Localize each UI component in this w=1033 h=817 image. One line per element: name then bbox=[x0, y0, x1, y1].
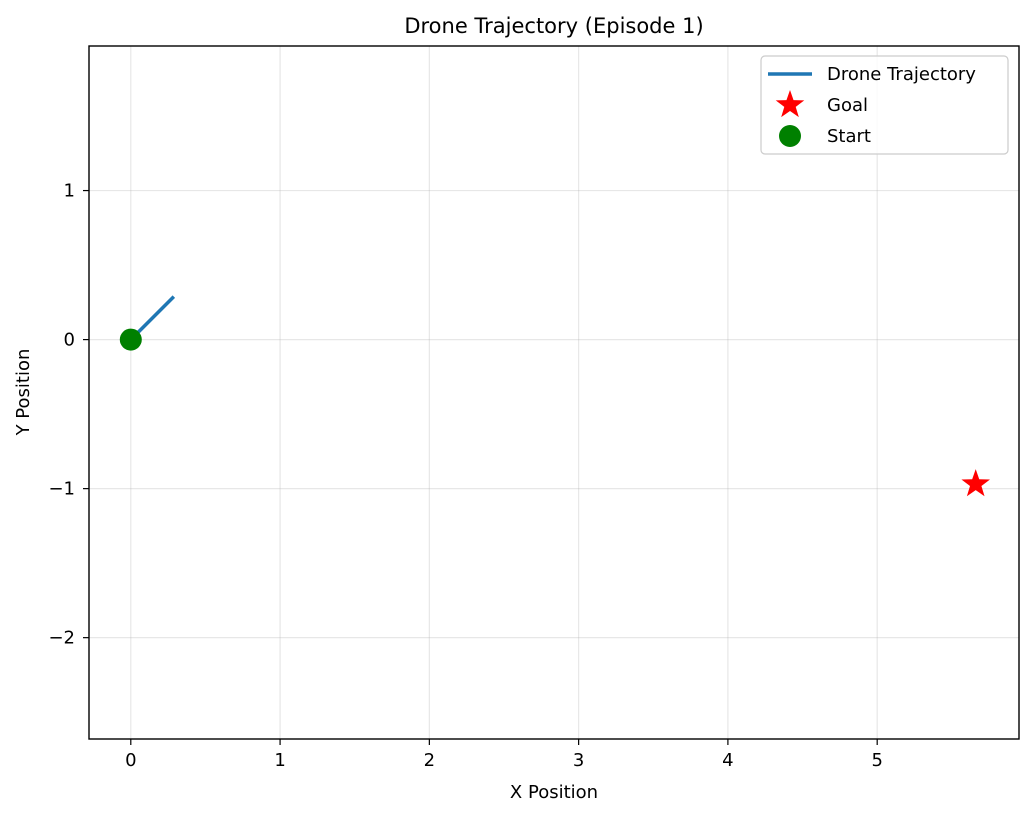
x-tick-label: 2 bbox=[424, 750, 435, 771]
x-tick-label: 3 bbox=[573, 750, 584, 771]
x-axis-label: X Position bbox=[510, 782, 598, 803]
legend: Drone Trajectory Goal Start bbox=[760, 55, 1009, 155]
legend-frame bbox=[760, 55, 1009, 155]
y-tick-label: 0 bbox=[64, 330, 75, 351]
legend-start-label: Start bbox=[827, 126, 871, 147]
y-tick-label: −2 bbox=[48, 628, 75, 649]
y-tick-label: 1 bbox=[64, 181, 75, 202]
ticks-layer: 0 1 2 3 4 5 −2 −1 0 1 bbox=[48, 181, 882, 771]
y-tick-label: −1 bbox=[48, 479, 75, 500]
y-axis-label: Y Position bbox=[13, 349, 34, 437]
legend-goal-label: Goal bbox=[827, 95, 868, 116]
x-tick-label: 1 bbox=[274, 750, 285, 771]
start-circle-marker bbox=[119, 328, 142, 351]
x-tick-label: 0 bbox=[125, 750, 136, 771]
x-tick-label: 4 bbox=[722, 750, 733, 771]
legend-start-circle-icon bbox=[779, 125, 801, 147]
marks-layer bbox=[119, 295, 990, 497]
grid-layer bbox=[89, 46, 1019, 739]
goal-star-marker bbox=[961, 469, 990, 497]
legend-trajectory-label: Drone Trajectory bbox=[827, 64, 976, 85]
x-tick-label: 5 bbox=[871, 750, 882, 771]
axes-frame bbox=[88, 45, 1020, 740]
legend-goal-star-icon bbox=[775, 90, 805, 118]
chart-title: Drone Trajectory (Episode 1) bbox=[404, 14, 703, 38]
